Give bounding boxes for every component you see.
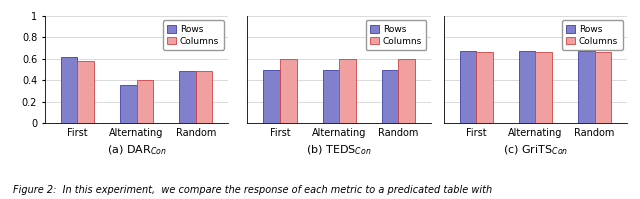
Bar — [323, 70, 339, 123]
Bar — [120, 85, 136, 123]
X-axis label: (b) TEDS$_{Con}$: (b) TEDS$_{Con}$ — [307, 144, 372, 157]
Legend: Rows, Columns: Rows, Columns — [562, 20, 623, 50]
Bar — [339, 59, 356, 123]
Bar — [264, 70, 280, 123]
Bar — [460, 51, 476, 123]
Bar — [179, 71, 196, 123]
Bar — [280, 59, 296, 123]
Bar — [77, 61, 94, 123]
Legend: Rows, Columns: Rows, Columns — [365, 20, 426, 50]
Bar — [136, 80, 153, 123]
Legend: Rows, Columns: Rows, Columns — [163, 20, 224, 50]
Bar — [61, 57, 77, 123]
Bar — [398, 59, 415, 123]
X-axis label: (a) DAR$_{Con}$: (a) DAR$_{Con}$ — [107, 144, 166, 157]
Bar — [536, 53, 552, 123]
Bar — [519, 51, 536, 123]
Text: Figure 2:  In this experiment,  we compare the response of each metric to a pred: Figure 2: In this experiment, we compare… — [13, 185, 492, 195]
Bar — [595, 53, 611, 123]
Bar — [382, 70, 398, 123]
Bar — [578, 51, 595, 123]
X-axis label: (c) GriTS$_{Con}$: (c) GriTS$_{Con}$ — [503, 144, 568, 157]
Bar — [196, 71, 212, 123]
Bar — [476, 53, 493, 123]
